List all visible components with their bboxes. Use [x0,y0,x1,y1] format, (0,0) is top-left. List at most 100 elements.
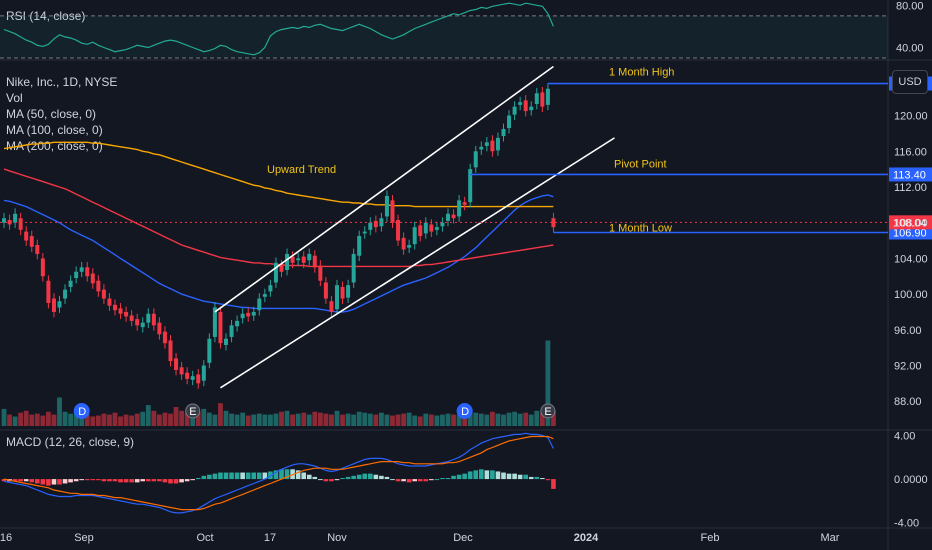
candle-body [74,271,79,279]
volume-bar [478,413,484,426]
candle-body [529,106,534,111]
volume-bar [323,413,329,426]
macd-histogram-bar [162,479,168,483]
event-marker: E [185,403,201,419]
volume-bar [40,415,46,426]
macd-histogram-bar [451,475,456,480]
volume-bar [473,412,479,426]
volume-bar [12,416,18,426]
volume-bar [206,412,212,426]
macd-histogram-bar [257,472,262,480]
candle-body [90,273,95,284]
volume-bar [90,416,96,426]
volume-bar [467,408,473,426]
volume-bar [295,413,301,426]
volume-bar [440,414,445,426]
legend-ma50: MA (50, close, 0) [6,107,96,121]
volume-bar [423,413,429,426]
ma-line [3,168,554,268]
candle-body [18,218,23,230]
macd-histogram-bar [429,479,434,481]
macd-histogram-bar [173,479,179,484]
candle-body [551,218,556,228]
volume-bar [506,412,512,426]
macd-histogram-bar [379,475,384,480]
macd-histogram-bar [73,479,79,482]
volume-bar [118,416,123,426]
price-tick-label: 100.00 [894,289,928,301]
macd-histogram-bar [262,472,268,480]
volume-bar [329,414,334,426]
time-tick-label: 17 [264,532,276,544]
time-tick-label: Feb [701,532,720,544]
ma-line [3,141,554,208]
macd-histogram-bar [1,479,7,482]
volume-bar [179,410,184,426]
candle-body [135,319,140,326]
macd-histogram-bar [134,479,140,483]
candle-body [540,92,545,107]
event-marker-text: E [189,406,196,418]
macd-histogram-bar [168,479,173,484]
candle-body [318,265,323,281]
macd-histogram-bar [306,474,312,480]
price-tick-label: 108.00 [894,218,928,230]
volume-bar [245,415,251,426]
macd-histogram-bar [140,479,146,482]
macd-pane: MACD (12, 26, close, 9) [1,432,556,514]
ma-line [3,194,554,313]
macd-line [3,435,554,511]
macd-histogram-bar [412,479,417,482]
macd-histogram-bar [329,479,334,482]
candle-body [534,93,539,104]
volume-bar [512,411,517,426]
macd-histogram-bar [184,479,190,482]
volume-bar [157,414,162,426]
time-tick-label: Dec [453,532,473,544]
event-marker-text: D [461,406,469,418]
volume-bar [279,411,284,426]
level-price-tag-text: 113.40 [893,169,926,181]
macd-histogram-bar [151,479,157,482]
macd-histogram-bar [229,472,234,480]
candle-body [68,280,73,287]
macd-histogram-bar [284,469,290,480]
macd-histogram-bar [423,479,429,482]
volume-bar [390,415,395,426]
last-price-tag-text: 108.04 [893,217,927,229]
candle-body [79,267,84,272]
volume-bar [234,414,240,426]
price-tick-label: 120.00 [894,111,928,123]
event-marker-text: E [544,406,551,418]
volume-bar [434,415,440,426]
macd-histogram-bar [51,479,57,485]
volume-bar [18,412,24,426]
candle-body [495,137,500,151]
volume-bar [334,410,340,426]
volume-bar [445,413,451,426]
macd-histogram-bar [501,472,506,480]
rsi-tick-label: 80.00 [896,0,924,12]
volume-bar [384,414,390,426]
trend-line-lower [220,137,615,389]
candle-body [518,102,523,105]
candle-body [101,289,106,299]
volume-bar [145,405,151,426]
macd-histogram-bar [384,476,390,480]
macd-histogram-bar [523,474,528,480]
volume-bar [340,414,345,426]
time-tick-label: Mar [821,532,840,544]
macd-histogram-bar [123,479,129,483]
candle-body [451,214,456,219]
candle-body [246,312,251,317]
price-tick-label: 104.00 [894,253,928,265]
macd-histogram-bar [434,479,440,481]
volume-bar [523,412,529,426]
currency-button[interactable]: USD [892,70,928,94]
macd-histogram-bar [528,476,534,480]
macd-histogram-bar [195,478,201,480]
volume-bar [162,412,168,426]
volume-bar [251,414,257,426]
